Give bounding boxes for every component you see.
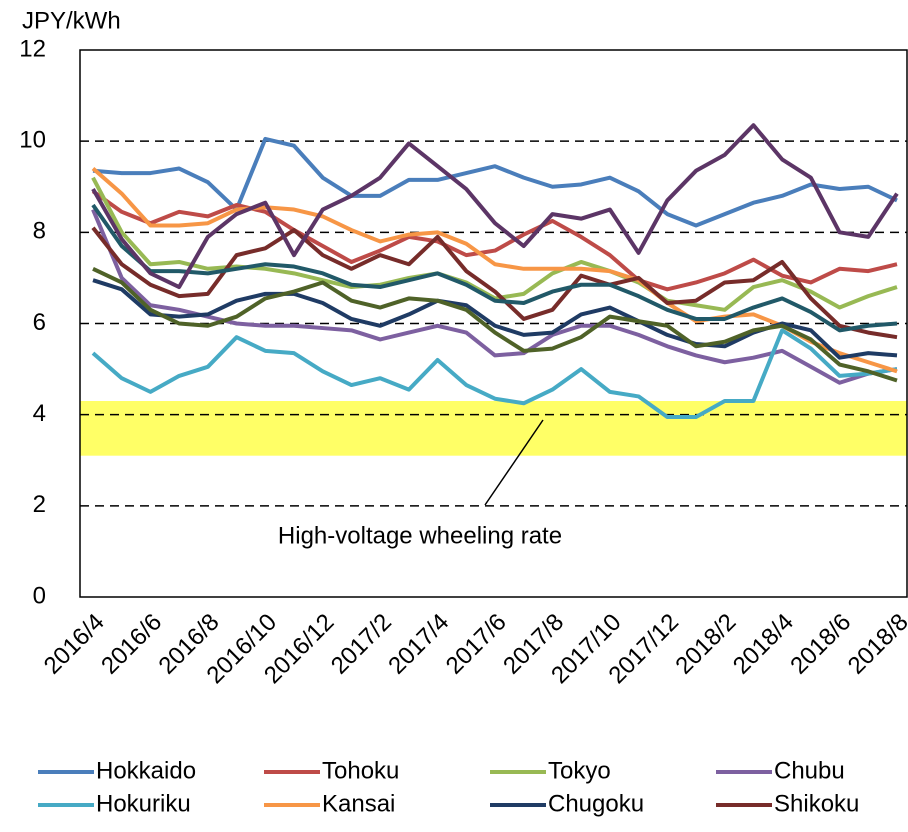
x-tick-label: 2016/4 xyxy=(39,609,110,680)
x-tick-label: 2016/6 xyxy=(96,609,167,680)
y-tick-label: 10 xyxy=(19,127,46,154)
series-line xyxy=(92,136,898,228)
x-tick-label: 2017/4 xyxy=(383,609,454,680)
legend-label: Chugoku xyxy=(548,790,644,817)
series-line xyxy=(91,123,899,290)
series-line xyxy=(92,266,898,383)
x-tick-label: 2018/6 xyxy=(785,609,856,680)
legend-label: Chubu xyxy=(774,757,845,784)
annotation: High-voltage wheeling rate xyxy=(278,522,562,549)
y-tick-label: 0 xyxy=(33,582,46,609)
legend-label: Tokyo xyxy=(548,757,611,784)
x-tick-label: 2018/2 xyxy=(670,609,741,680)
y-tick-label: 12 xyxy=(19,35,46,62)
series-line xyxy=(91,167,898,374)
series-line xyxy=(91,203,898,333)
plot-frame xyxy=(79,49,908,598)
series-line xyxy=(91,226,898,340)
legend-label: Hokuriku xyxy=(96,790,191,817)
y-tick-label: 8 xyxy=(33,218,46,245)
legend-label: Tohoku xyxy=(322,757,399,784)
band xyxy=(80,400,907,456)
y-tick-label: 6 xyxy=(33,309,46,336)
series-line xyxy=(91,189,898,292)
y-tick-label: 4 xyxy=(33,400,46,427)
x-tick-label: 2018/8 xyxy=(843,609,908,680)
y-axis-label: JPY/kWh xyxy=(22,7,121,34)
y-tick-label: 2 xyxy=(33,491,46,518)
legend-label: Kansai xyxy=(322,790,395,817)
x-tick-label: 2017/2 xyxy=(326,609,397,680)
legend-label: Shikoku xyxy=(774,790,859,817)
x-tick-label: 2017/6 xyxy=(441,609,512,680)
series-line xyxy=(91,328,898,419)
x-tick-label: 2018/4 xyxy=(728,609,799,680)
legend-label: Hokkaido xyxy=(96,757,196,784)
leader-line xyxy=(484,419,544,506)
